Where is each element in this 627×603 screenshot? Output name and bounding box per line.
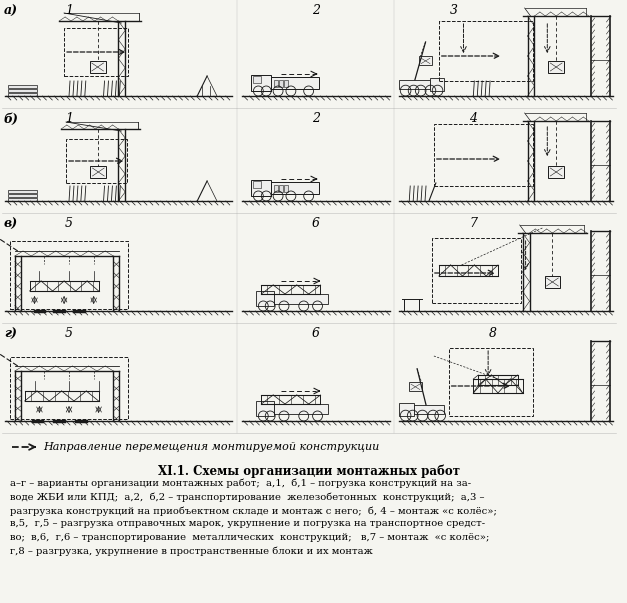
Bar (8, 93, 38, 96)
Bar (271, 182, 319, 194)
Bar (253, 181, 261, 188)
Text: воде ЖБИ или КПД;  а,2,  б,2 – транспортирование  железобетонных  конструкций;  : воде ЖБИ или КПД; а,2, б,2 – транспортир… (10, 493, 485, 502)
Text: 8: 8 (489, 327, 497, 340)
Bar (251, 75, 271, 91)
Text: 2: 2 (312, 4, 320, 17)
Bar (419, 57, 432, 65)
Text: 3: 3 (450, 4, 458, 17)
Bar (8, 190, 38, 193)
Bar (251, 180, 271, 196)
Text: 5: 5 (65, 217, 73, 230)
Bar (10, 357, 128, 419)
Text: 4: 4 (470, 112, 477, 125)
Text: во;  в,6,  г,6 – транспортирование  металлических  конструкций;   в,7 – монтаж  : во; в,6, г,6 – транспортирование металли… (10, 533, 489, 542)
Text: а): а) (4, 5, 18, 18)
Text: 6: 6 (312, 217, 320, 230)
Text: а–г – варианты организации монтажных работ;  а,1,  б,1 – погрузка конструкций на: а–г – варианты организации монтажных раб… (10, 479, 471, 488)
Bar (439, 21, 532, 81)
Bar (399, 403, 414, 415)
Bar (90, 166, 106, 178)
Bar (548, 61, 564, 73)
Text: в): в) (4, 218, 18, 231)
Bar (256, 401, 274, 416)
Text: 6: 6 (312, 327, 320, 340)
Text: 7: 7 (470, 217, 477, 230)
Text: г): г) (4, 328, 17, 341)
Bar (90, 61, 105, 73)
Bar (279, 185, 283, 192)
Text: б): б) (4, 113, 19, 126)
Text: XI.1. Схемы организации монтажных работ: XI.1. Схемы организации монтажных работ (157, 465, 460, 479)
Text: 1: 1 (65, 112, 73, 125)
Bar (409, 382, 421, 391)
Bar (274, 404, 329, 414)
Bar (284, 185, 288, 192)
Text: Направление перемещения монтируемой конструкции: Направление перемещения монтируемой конс… (43, 442, 379, 452)
Bar (66, 139, 127, 183)
Bar (434, 124, 532, 186)
Bar (274, 185, 278, 192)
Bar (284, 80, 288, 87)
Text: разгрузка конструкций на приобъектном складе и монтаж с него;  б, 4 – монтаж «с : разгрузка конструкций на приобъектном ск… (10, 506, 497, 516)
Bar (253, 76, 261, 83)
Bar (432, 238, 520, 303)
Bar (8, 89, 38, 92)
Bar (271, 77, 319, 89)
Bar (64, 28, 128, 76)
Bar (274, 80, 278, 87)
Bar (429, 78, 444, 90)
Text: в,5,  г,5 – разгрузка отправочных марок, укрупнение и погрузка на транспортное с: в,5, г,5 – разгрузка отправочных марок, … (10, 520, 485, 528)
Text: 2: 2 (312, 112, 320, 125)
Text: 5: 5 (65, 327, 73, 340)
Bar (274, 294, 329, 304)
Bar (8, 198, 38, 201)
Text: 1: 1 (65, 4, 73, 17)
Text: г,8 – разгрузка, укрупнение в пространственные блоки и их монтаж: г,8 – разгрузка, укрупнение в пространст… (10, 546, 372, 556)
Bar (544, 276, 561, 288)
Bar (548, 166, 564, 178)
Bar (414, 405, 444, 414)
Bar (449, 348, 532, 416)
Bar (10, 241, 128, 309)
Bar (256, 291, 274, 306)
Bar (399, 80, 429, 89)
Bar (279, 80, 283, 87)
Bar (8, 85, 38, 88)
Bar (8, 194, 38, 197)
